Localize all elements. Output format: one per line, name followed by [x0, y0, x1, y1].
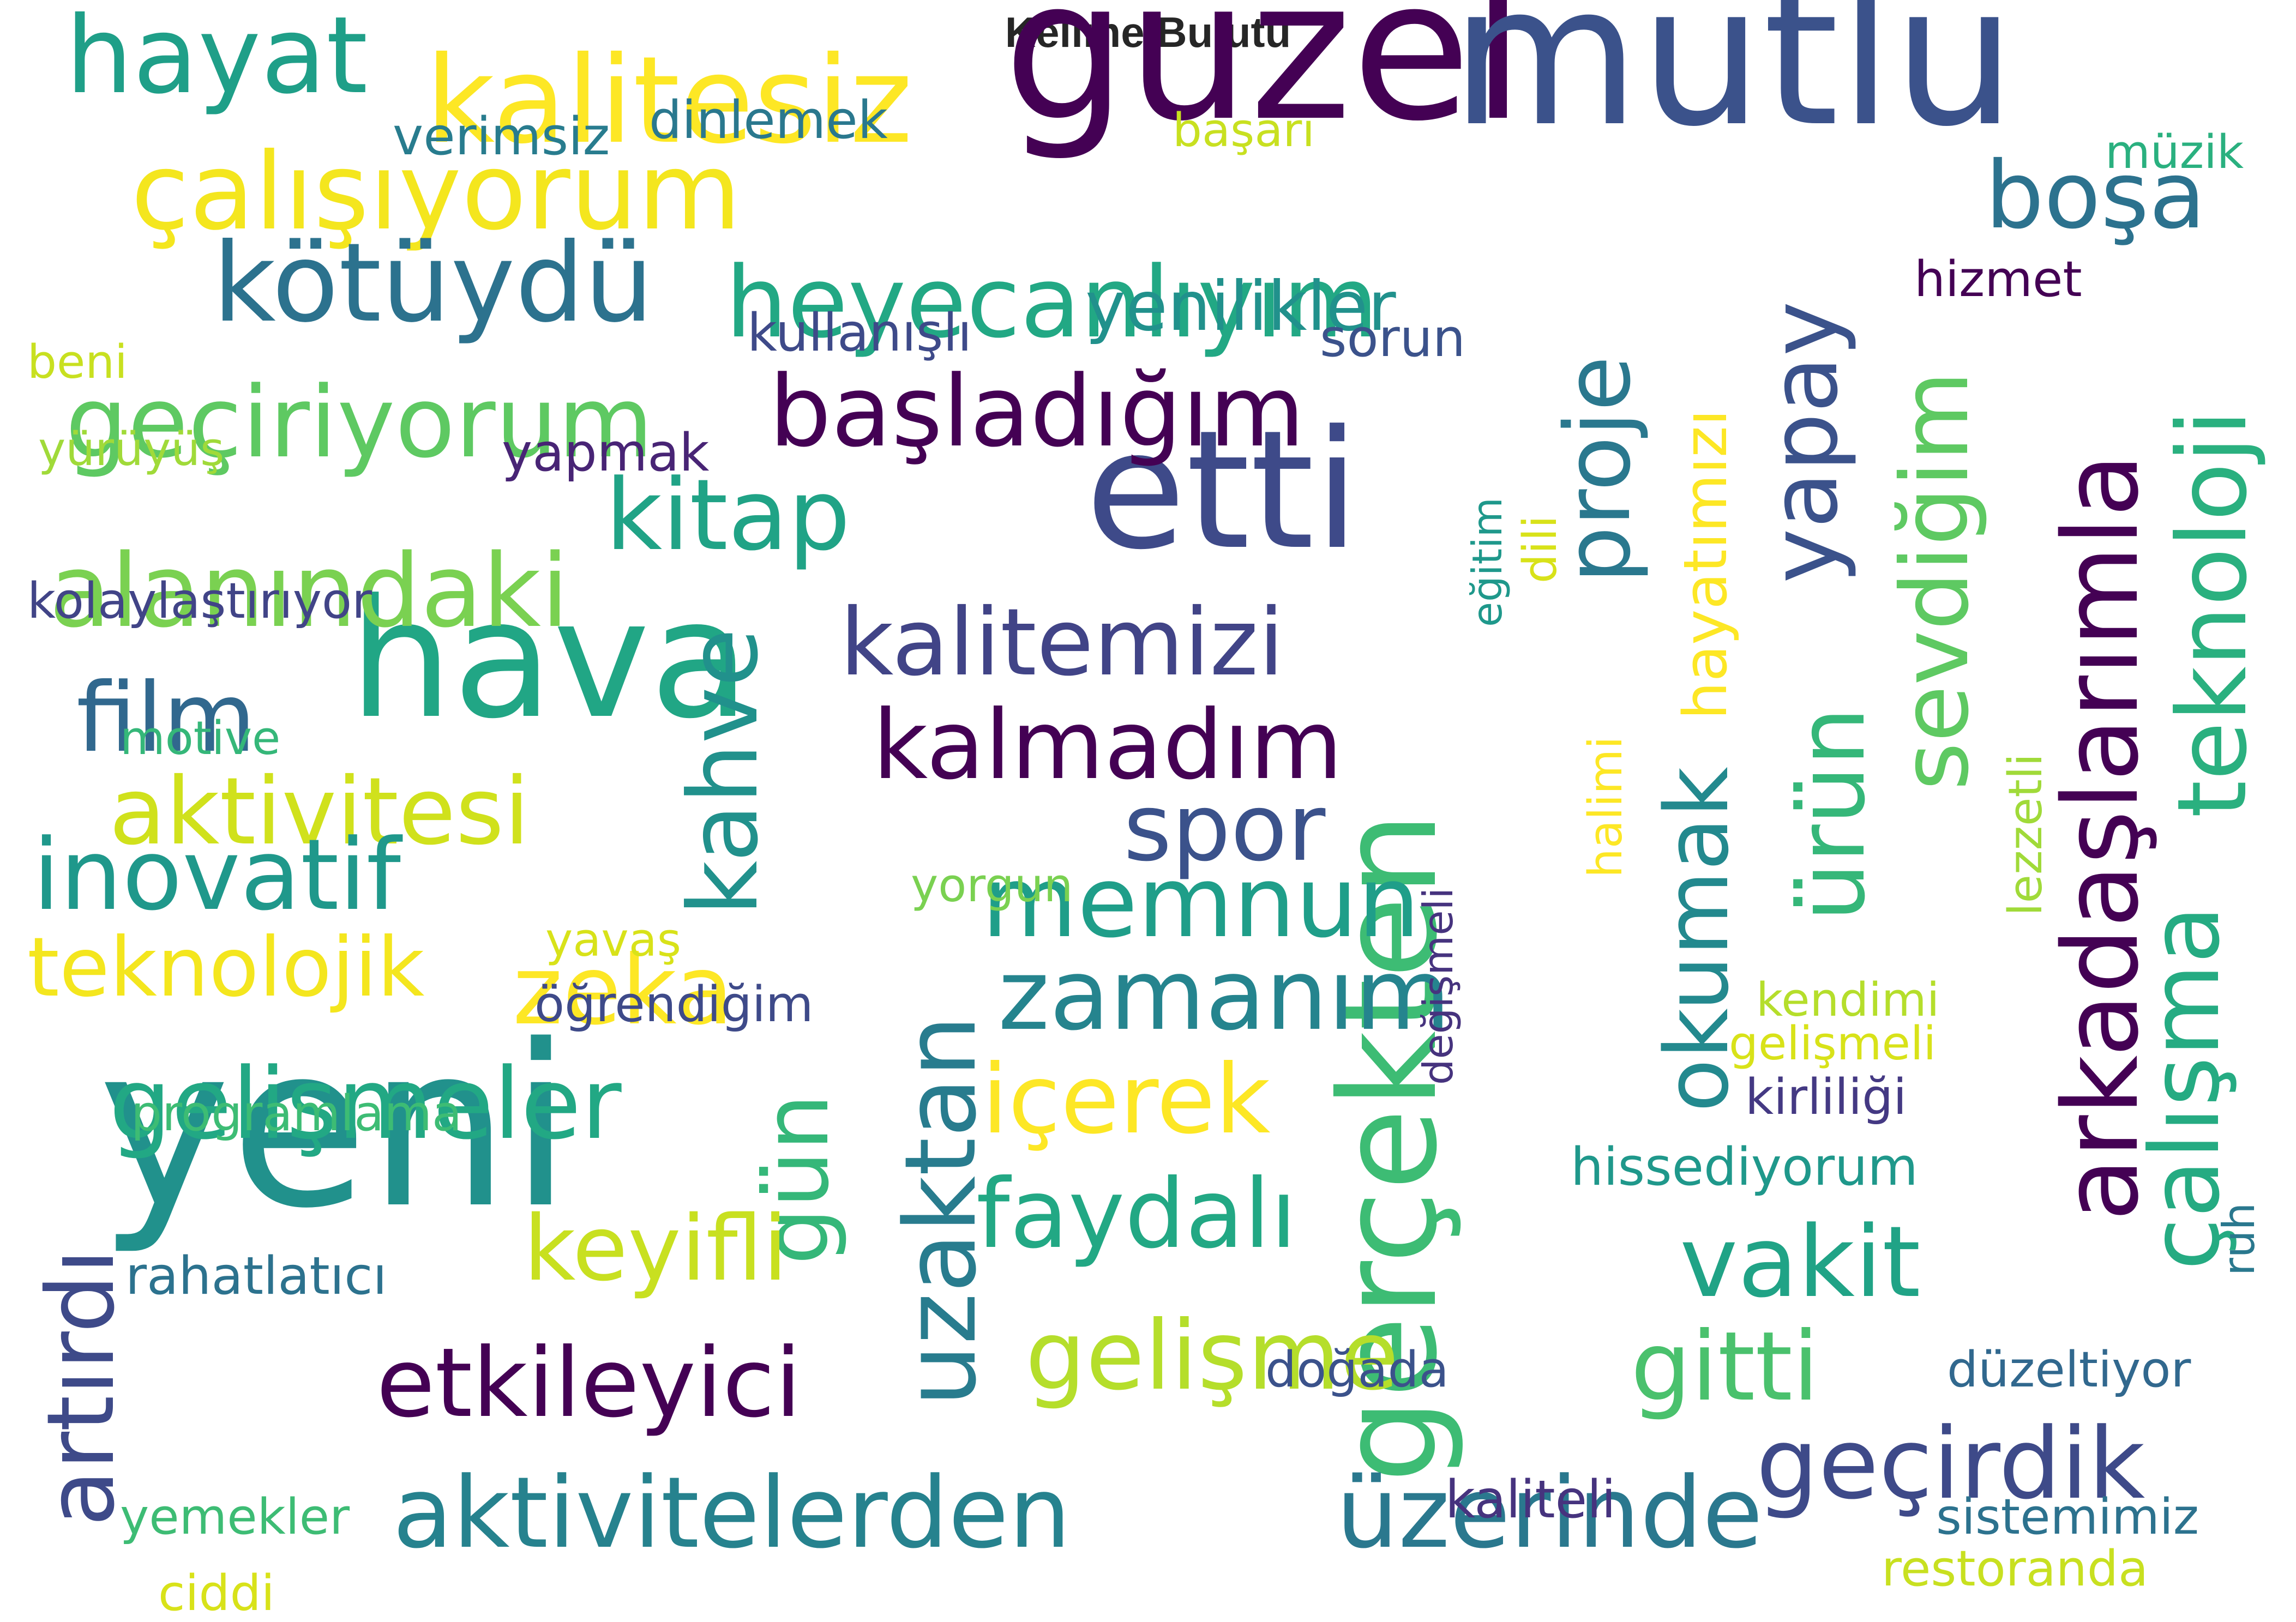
- word-34: etkileyici: [376, 1328, 802, 1439]
- word-51: yenilikler: [1085, 267, 1396, 346]
- word-28: içerek: [982, 1045, 1271, 1155]
- word-58: sorun: [1320, 309, 1466, 369]
- word-53: hizmet: [1914, 251, 2082, 308]
- word-42: ürün: [1778, 707, 1886, 921]
- word-35: gelişme: [1025, 1301, 1399, 1412]
- word-9: çalışıyorum: [131, 130, 742, 254]
- word-14: kitap: [605, 459, 851, 572]
- word-71: öğrendiğim: [534, 976, 814, 1033]
- word-60: yürüyüş: [38, 423, 225, 477]
- word-74: kirliliği: [1745, 1069, 1907, 1126]
- word-24: teknolojik: [27, 920, 425, 1015]
- word-79: doğada: [1265, 1341, 1449, 1398]
- word-78: rahatlatıcı: [125, 1246, 387, 1306]
- word-47: vakit: [1680, 1205, 1921, 1319]
- word-8: hayat: [65, 0, 368, 117]
- word-17: film: [76, 663, 256, 774]
- word-66: halimi: [1579, 736, 1633, 878]
- word-57: kullanışlı: [747, 303, 972, 363]
- word-59: beni: [27, 335, 128, 389]
- word-83: yemekler: [120, 1488, 350, 1546]
- word-54: başarı: [1173, 104, 1315, 158]
- word-5: etti: [1085, 395, 1360, 586]
- word-81: kaliteli: [1445, 1470, 1616, 1530]
- word-30: uzaktan: [884, 1015, 998, 1407]
- word-20: aktivitesi: [109, 758, 530, 866]
- word-84: restoranda: [1882, 1540, 2149, 1597]
- word-69: yorgun: [911, 859, 1073, 913]
- word-2: mutlu: [1451, 0, 2016, 170]
- word-16: kalitemizi: [840, 589, 1284, 697]
- word-39: yapay: [1751, 301, 1859, 583]
- word-15: alanındaki: [49, 532, 569, 650]
- word-27: gelişmeler: [109, 1047, 622, 1161]
- word-25: zeka: [513, 936, 734, 1046]
- word-13: başladığım: [769, 355, 1305, 469]
- word-4: hava: [349, 564, 750, 755]
- word-21: spor: [1123, 774, 1326, 882]
- word-64: dili: [1513, 515, 1567, 583]
- word-68: lezzetli: [1999, 753, 2053, 916]
- word-23: memnun: [982, 846, 1420, 960]
- word-49: geçirdik: [1756, 1407, 2145, 1521]
- word-72: kendimi: [1756, 973, 1940, 1027]
- word-22: inovatif: [33, 818, 401, 932]
- word-12: geçiriyorum: [65, 366, 654, 480]
- word-62: kolaylaştırıyor: [27, 572, 372, 630]
- word-7: kalitesiz: [425, 31, 913, 170]
- word-18: kahve: [669, 628, 779, 916]
- word-65: motive: [120, 711, 281, 765]
- word-50: boşa: [1985, 142, 2206, 250]
- word-80: düzeltiyor: [1947, 1341, 2191, 1398]
- word-61: yapmak: [502, 423, 710, 483]
- word-75: programlama: [131, 1085, 462, 1142]
- word-36: aktivitelerden: [393, 1456, 1071, 1570]
- word-19: kalmadım: [873, 690, 1343, 801]
- word-55: dinlemek: [649, 91, 888, 150]
- word-31: artırdı: [27, 1249, 135, 1527]
- word-85: ciddi: [158, 1565, 275, 1622]
- word-32: faydalı: [976, 1159, 1297, 1270]
- word-45: teknoloji: [2157, 409, 2268, 818]
- word-52: müzik: [2105, 125, 2244, 179]
- chart-title: Kelime Bulutu: [1005, 8, 1291, 56]
- word-67: değişmeli: [1414, 887, 1462, 1085]
- word-11: heyecanlıyım: [725, 246, 1379, 360]
- word-73: gelişmeli: [1729, 1017, 1937, 1071]
- word-76: hissediyorum: [1571, 1137, 1918, 1197]
- word-56: verimsiz: [393, 107, 610, 167]
- word-33: keyifli: [524, 1196, 788, 1301]
- word-41: okumak: [1646, 767, 1748, 1112]
- word-26: zamanım: [998, 938, 1451, 1052]
- word-3: yeni: [98, 997, 572, 1257]
- word-70: yavaş: [545, 913, 682, 967]
- word-82: sistemimiz: [1936, 1488, 2199, 1546]
- word-77: ruh: [2214, 1202, 2264, 1276]
- word-43: sevdiğim: [1882, 371, 1990, 791]
- word-37: üzerinde: [1336, 1456, 1763, 1570]
- word-40: hayatımızı: [1670, 409, 1740, 720]
- word-1: güzel: [1003, 0, 1525, 164]
- word-48: gitti: [1631, 1312, 1819, 1422]
- word-63: eğitim: [1463, 497, 1511, 627]
- word-10: kötüydü: [213, 220, 654, 347]
